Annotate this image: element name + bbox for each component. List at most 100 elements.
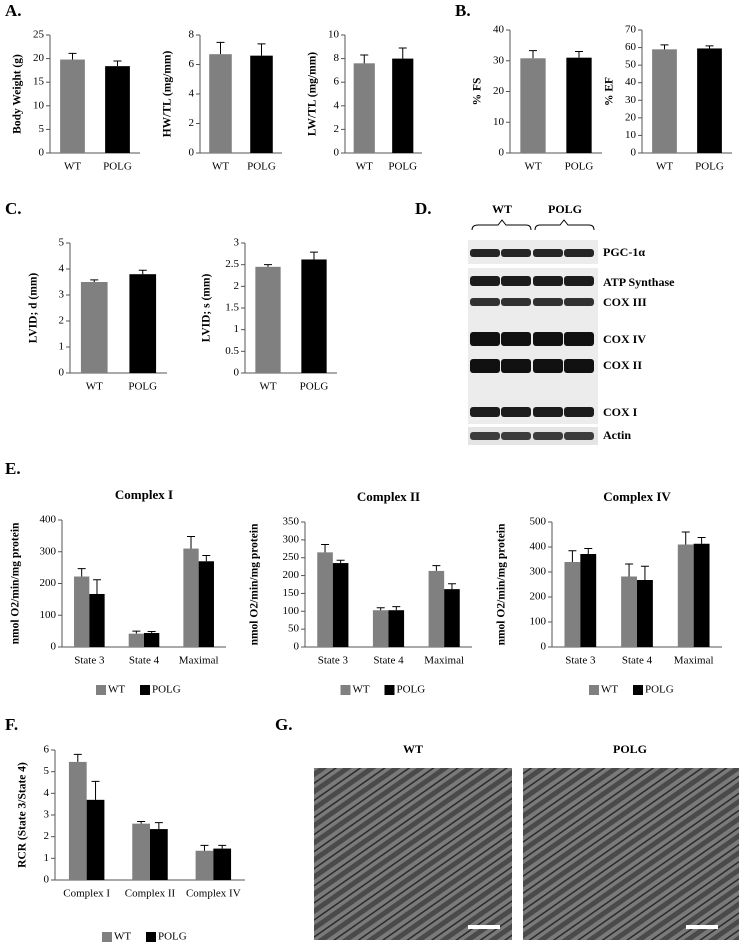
blot-band-label: COX IV <box>603 332 646 346</box>
y-tick-label: 100 <box>283 605 300 617</box>
blot-band <box>533 276 563 286</box>
error-bar <box>705 45 714 49</box>
panel-label: F. <box>5 715 18 734</box>
legend-swatch <box>146 932 156 942</box>
y-tick-label: 20 <box>33 52 45 64</box>
bar <box>520 58 546 153</box>
x-tick-label: Maximal <box>674 655 714 667</box>
error-bar <box>113 60 122 67</box>
x-tick-label: Complex I <box>63 888 110 900</box>
y-tick-label: 0 <box>499 147 505 159</box>
y-tick-label: 0 <box>39 147 45 159</box>
error-bar <box>640 565 649 580</box>
bar <box>388 610 405 647</box>
error-bar <box>187 536 196 549</box>
legend-label: WT <box>108 684 125 696</box>
bar <box>195 850 214 880</box>
y-tick-label: 4 <box>189 88 195 100</box>
error-bar <box>697 537 706 544</box>
error-bar <box>91 780 100 800</box>
blot-band <box>470 332 500 346</box>
y-tick-label: 400 <box>40 514 57 526</box>
blot-band <box>470 249 500 257</box>
error-bar <box>660 44 669 50</box>
scale-bar <box>468 925 500 929</box>
panel-label: E. <box>5 459 21 478</box>
error-bar <box>154 822 163 830</box>
error-bar <box>568 550 577 562</box>
legend-label: POLG <box>158 931 187 943</box>
bar <box>105 66 130 153</box>
bar <box>150 829 168 880</box>
blot-band <box>564 407 594 417</box>
x-tick-label: State 3 <box>565 655 596 667</box>
chart-title: Complex II <box>357 489 420 504</box>
y-axis-label: LVID; d (mm) <box>28 273 40 344</box>
y-tick-label: 4 <box>59 263 65 275</box>
error-bar <box>137 821 146 824</box>
error-bar <box>264 264 272 267</box>
y-axis-label: nmol O2/min/mg protein <box>496 523 508 645</box>
blot-band-label: COX I <box>603 405 638 419</box>
error-bar <box>90 279 99 282</box>
blot-band <box>564 332 594 346</box>
y-tick-label: 3 <box>234 237 240 249</box>
y-tick-label: 200 <box>40 577 57 589</box>
y-tick-label: 500 <box>530 516 547 528</box>
x-tick-label: Maximal <box>424 655 464 667</box>
error-bar <box>360 54 369 64</box>
blot-band <box>501 359 531 373</box>
y-tick-label: 6 <box>334 76 340 88</box>
blot-band <box>533 249 563 257</box>
panel-label: B. <box>455 1 471 20</box>
error-bar <box>575 51 583 58</box>
legend-label: POLG <box>152 684 181 696</box>
x-tick-label: POLG <box>300 381 329 393</box>
blot-band-label: COX II <box>603 358 642 372</box>
error-bar <box>529 50 537 59</box>
panel-label: G. <box>275 715 292 734</box>
error-bar <box>218 844 227 849</box>
blot-band-label: PGC-1α <box>603 245 645 259</box>
legend-swatch <box>102 932 112 942</box>
error-bar <box>216 41 225 55</box>
blot-band <box>501 249 531 257</box>
x-tick-label: WT <box>86 381 103 393</box>
blot-band <box>533 359 563 373</box>
blot-band <box>533 332 563 346</box>
bar <box>68 761 87 880</box>
legend-label: WT <box>353 684 370 696</box>
y-tick-label: 5 <box>59 237 65 249</box>
error-bar <box>336 559 345 564</box>
error-bar <box>77 568 86 577</box>
bar <box>198 561 214 647</box>
y-axis-label: nmol O2/min/mg protein <box>10 522 22 644</box>
y-axis-label: LW/TL (mg/mm) <box>307 52 319 136</box>
y-tick-label: 200 <box>283 569 300 581</box>
blot-band <box>564 359 594 373</box>
y-tick-label: 10 <box>625 129 637 141</box>
blot-group: POLG <box>548 202 582 216</box>
y-tick-label: 400 <box>530 541 547 553</box>
y-tick-label: 2 <box>189 117 195 129</box>
y-axis-label: HW/TL (mg/mm) <box>162 51 174 138</box>
y-tick-label: 1.5 <box>225 302 239 314</box>
y-tick-label: 2 <box>234 280 240 292</box>
chart-title: Complex I <box>115 487 173 502</box>
x-tick-label: POLG <box>103 161 132 173</box>
blot-band-label: ATP Synthase <box>603 275 675 289</box>
blot-band <box>533 407 563 417</box>
y-tick-label: 3 <box>59 289 65 301</box>
y-tick-label: 6 <box>189 58 195 70</box>
bar <box>86 799 105 880</box>
y-tick-label: 350 <box>283 516 300 528</box>
blot-band <box>470 432 500 440</box>
y-tick-label: 70 <box>625 24 637 36</box>
y-tick-label: 2 <box>44 830 50 842</box>
y-tick-label: 20 <box>625 111 637 123</box>
bar <box>209 54 232 153</box>
x-tick-label: WT <box>212 161 229 173</box>
y-tick-label: 0 <box>44 874 50 886</box>
y-tick-label: 8 <box>189 29 195 41</box>
